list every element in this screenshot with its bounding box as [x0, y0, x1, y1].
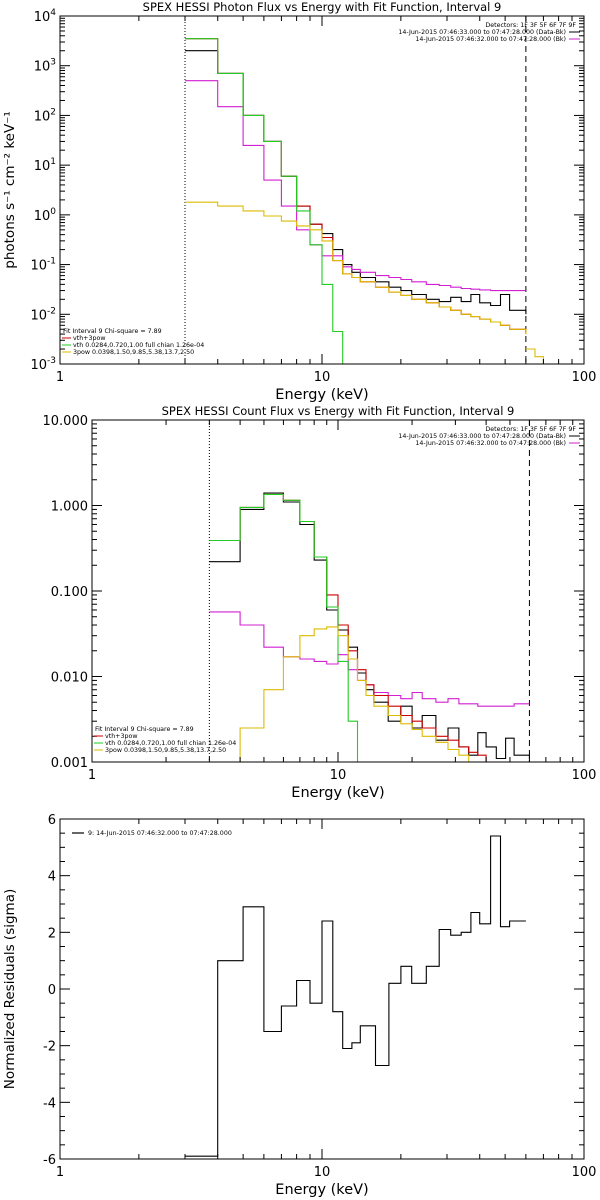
series-tail-1	[525, 348, 553, 364]
series-line-4	[185, 38, 353, 364]
series-line-5	[185, 201, 527, 335]
legend-bottom: Fit Interval 9 Chi-square = 7.89vth+3pow…	[94, 726, 236, 754]
y-tick-label: 0.010	[51, 671, 88, 686]
series-line-1	[185, 835, 526, 1157]
x-tick-label: 10	[330, 768, 347, 783]
x-axis: 1 10 100	[88, 420, 597, 783]
series-line-2	[185, 80, 526, 292]
chart-panel-3: 1 10 100 -6 -4 -2 0 2 4 6 Energy (keV) Normalized R…	[2, 813, 596, 1198]
series-line-3	[185, 38, 527, 335]
legend-entry: vth 0.0284,0.720,1.00 full chian 1.26e-0…	[105, 740, 236, 747]
y-tick-label: 0.001	[51, 756, 88, 771]
legend-entry: 14-Jun-2015 07:46:32.000 to 07:47:28.000…	[415, 440, 566, 447]
y-tick-label: -4	[43, 1096, 56, 1111]
x-axis: 1 10 100	[56, 819, 597, 1180]
legend-top: Detectors: 1F 3F 5F 6F 7F 9F14-Jun-2015 …	[398, 22, 580, 43]
y-tick-label: 100	[34, 207, 57, 224]
y-tick-label: 2	[48, 926, 56, 941]
legend-entry: 14-Jun-2015 07:46:33.000 to 07:47:28.000…	[398, 433, 566, 440]
y-tick-label: 10-3	[30, 356, 56, 373]
series-line-5	[239, 626, 479, 762]
x-tick-label: 10	[314, 1165, 331, 1180]
y-axis: 10-3 10-2 10-1 100 101 102 103 104	[30, 8, 584, 373]
y-tick-label: 0.100	[51, 585, 88, 600]
legend-entry: vth+3pow	[105, 733, 137, 740]
x-axis-label: Energy (keV)	[291, 785, 384, 801]
y-tick-label: 0	[48, 983, 56, 998]
y-axis: 0.001 0.010 0.100 1.000 10.000	[43, 414, 584, 771]
y-tick-label: 4	[48, 870, 56, 885]
legend-entry: 14-Jun-2015 07:46:33.000 to 07:47:28.000…	[398, 29, 566, 36]
series-line-4	[209, 493, 359, 762]
y-tick-label: 10-1	[30, 257, 56, 274]
y-tick-label: 10.000	[43, 414, 89, 429]
legend-entry: Fit Interval 9 Chi-square = 7.89	[95, 726, 194, 733]
axes-frame	[59, 15, 585, 365]
x-tick-label: 1	[88, 768, 96, 783]
legend-entry: Detectors: 1F 3F 5F 6F 7F 9F	[485, 22, 576, 29]
legend-entry: 14-Jun-2015 07:46:32.000 to 07:47:28.000…	[415, 36, 566, 43]
x-tick-label: 10	[314, 370, 331, 385]
x-tick-label: 100	[572, 768, 597, 783]
y-tick-label: -2	[43, 1040, 56, 1055]
legend-entry: 3pow 0.0398,1.50,9.85,5.38,13.7,2.50	[105, 747, 226, 754]
series-line-1	[209, 492, 530, 760]
legend-entry: 3pow 0.0398,1.50,9.85,5.38,13.7,2.50	[73, 349, 194, 356]
axes-frame	[91, 419, 585, 763]
series-line-1	[185, 50, 527, 315]
y-tick-label: 103	[34, 58, 56, 75]
x-axis: 1 10 100	[56, 16, 597, 385]
y-tick-label: 104	[34, 8, 57, 25]
x-tick-label: 1	[56, 370, 64, 385]
chart-panel-2: 1 10 100 0.001 0.010 0.100 1.000 10.000 SPEX HES…	[43, 404, 597, 801]
legend-entry: vth+3pow	[73, 335, 105, 342]
y-axis-label: photons s⁻¹ cm⁻² keV⁻¹	[2, 111, 18, 269]
chart-title: SPEX HESSI Count Flux vs Energy with Fit…	[162, 404, 515, 418]
y-tick-label: 101	[34, 157, 56, 174]
chart-title: SPEX HESSI Photon Flux vs Energy with Fi…	[143, 0, 502, 14]
chart-panel-1: 1 10 100 10-3 10-2 10-1 100 101 102 103 104 SPEX HE…	[2, 0, 597, 403]
y-tick-label: 102	[34, 107, 56, 124]
y-tick-label: -6	[43, 1153, 56, 1168]
x-axis-label: Energy (keV)	[275, 387, 368, 403]
x-tick-label: 1	[56, 1165, 64, 1180]
legend-entry: vth 0.0284,0.720,1.00 full chian 1.26e-0…	[73, 342, 204, 349]
legend-entry: Fit Interval 9 Chi-square = 7.89	[63, 328, 162, 335]
x-tick-label: 100	[572, 1165, 597, 1180]
legend-top: 9: 14-Jun-2015 07:46:32.000 to 07:47:28.…	[72, 830, 232, 837]
y-tick-label: 10-2	[30, 306, 56, 323]
x-axis-label: Energy (keV)	[275, 1182, 368, 1198]
legend-top: Detectors: 1F 3F 5F 6F 7F 9F14-Jun-2015 …	[398, 426, 580, 447]
y-axis: -6 -4 -2 0 2 4 6	[43, 813, 584, 1168]
y-tick-label: 1.000	[51, 500, 88, 515]
series-line-2	[209, 611, 530, 707]
y-axis-label: Normalized Residuals (sigma)	[2, 889, 18, 1090]
legend-entry: Detectors: 1F 3F 5F 6F 7F 9F	[485, 426, 576, 433]
x-tick-label: 100	[572, 370, 597, 385]
plot-area	[185, 835, 526, 1157]
y-tick-label: 6	[48, 813, 56, 828]
plot-area	[208, 420, 530, 762]
legend-entry: 9: 14-Jun-2015 07:46:32.000 to 07:47:28.…	[88, 830, 232, 837]
plot-area	[184, 16, 553, 364]
series-line-3	[209, 493, 497, 762]
legend-bottom: Fit Interval 9 Chi-square = 7.89vth+3pow…	[62, 328, 204, 356]
